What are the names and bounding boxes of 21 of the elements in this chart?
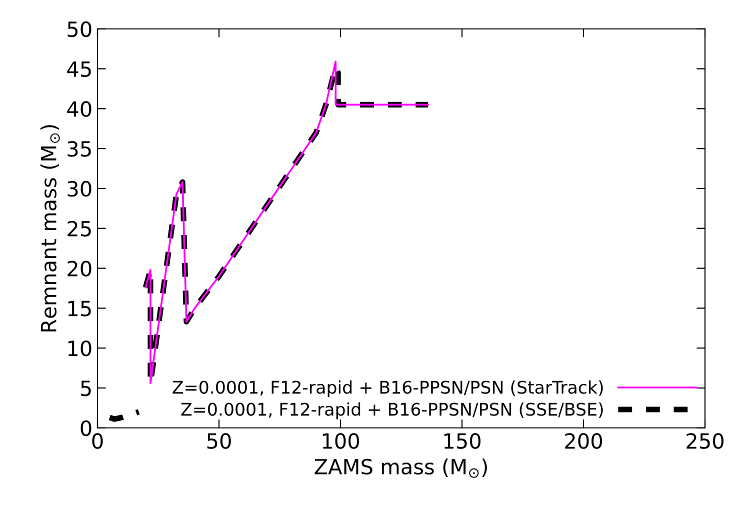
y-tick-label: 5 bbox=[80, 380, 91, 396]
x-tick-label: 50 bbox=[207, 433, 231, 449]
y-axis-title: Remnant mass (M$_{⊙}$) bbox=[40, 125, 60, 332]
y-tick-label: 15 bbox=[68, 300, 91, 316]
x-tick-label: 0 bbox=[92, 433, 103, 449]
x-tick-label: 100 bbox=[322, 433, 359, 449]
y-tick-label: 45 bbox=[67, 62, 91, 77]
y-tick-label: 0 bbox=[80, 420, 92, 436]
y-tick-label: 30 bbox=[68, 180, 92, 197]
legend-label: Z=0.0001, F12-rapid + B16-PPSN/PSN (StarTrack) bbox=[172, 380, 603, 398]
y-tick-label: 50 bbox=[68, 21, 92, 38]
x-tick-label: 200 bbox=[565, 433, 602, 449]
y-tick-label: 20 bbox=[68, 260, 92, 276]
y-tick-label: 40 bbox=[67, 101, 92, 117]
x-tick-label: 150 bbox=[444, 433, 480, 449]
y-tick-label: 35 bbox=[68, 141, 91, 157]
y-tick-label: 10 bbox=[68, 340, 92, 356]
x-tick-label: 250 bbox=[686, 433, 724, 449]
legend-label: Z=0.0001, F12-rapid + B16-PPSN/PSN (SSE/BSE) bbox=[181, 402, 603, 420]
x-axis-title: ZAMS mass (M$_{⊙}$) bbox=[314, 458, 487, 478]
y-tick-label: 25 bbox=[68, 220, 91, 237]
